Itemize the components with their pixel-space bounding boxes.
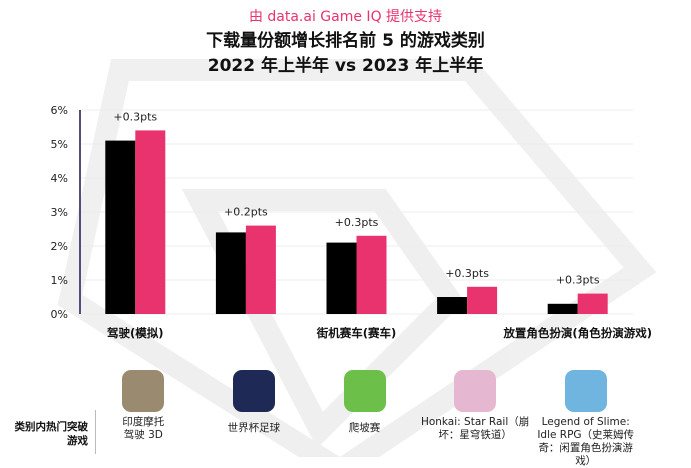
bar-2022 xyxy=(215,232,246,314)
y-tick-label: 3% xyxy=(51,206,68,219)
y-tick-label: 5% xyxy=(51,138,68,151)
app-item: 印度摩托 驾驶 3D xyxy=(88,370,198,442)
bar-2022 xyxy=(105,140,136,314)
x-category-label: 街机赛车(赛车) xyxy=(316,326,397,340)
app-item: Legend of Slime: Idle RPG（史莱姆传奇：闲置角色扮演游戏… xyxy=(531,370,641,468)
x-category-label: 驾驶(模拟) xyxy=(106,326,164,340)
app-item: 爬坡赛 xyxy=(310,370,420,435)
indian-bike-driving-icon xyxy=(122,370,165,412)
chart-title-period: 2022 年上半年 vs 2023 年上半年 xyxy=(207,56,484,76)
app-item: Honkai: Star Rail（崩坏：星穹铁道） xyxy=(420,370,530,442)
bar-2023 xyxy=(245,225,276,314)
bar-2022 xyxy=(437,297,468,314)
y-tick-label: 4% xyxy=(51,172,68,185)
y-tick-label: 2% xyxy=(51,240,68,253)
honkai-star-rail-icon xyxy=(454,370,497,412)
fifa-icon xyxy=(232,370,275,412)
y-tick-label: 0% xyxy=(51,308,68,321)
x-category-label: 放置角色扮演(角色扮演游戏) xyxy=(502,326,652,340)
delta-label: +0.3pts xyxy=(335,216,379,229)
y-tick-label: 6% xyxy=(51,104,68,117)
divider xyxy=(95,410,96,454)
app-name: 爬坡赛 xyxy=(348,422,381,434)
subtitle: 由 data.ai Game IQ 提供支持 xyxy=(248,9,443,25)
y-tick-label: 1% xyxy=(51,274,68,287)
delta-label: +0.3pts xyxy=(113,110,157,123)
bar-2022 xyxy=(547,303,578,314)
bar-2023 xyxy=(577,293,608,314)
delta-label: +0.3pts xyxy=(556,274,600,287)
legend-of-slime-icon xyxy=(564,370,607,412)
app-item: 世界杯足球 xyxy=(199,370,309,435)
delta-label: +0.2pts xyxy=(224,206,268,219)
app-name: 印度摩托 驾驶 3D xyxy=(122,416,165,441)
bar-2023 xyxy=(135,130,166,314)
app-name: 世界杯足球 xyxy=(227,422,281,434)
chart-title: 下载量份额增长排名前 5 的游戏类别 xyxy=(206,31,485,51)
app-name: Legend of Slime: Idle RPG（史莱姆传奇：闲置角色扮演游戏… xyxy=(537,416,635,467)
delta-label: +0.3pts xyxy=(445,267,489,280)
apps-row-label: 类别内热门突破游戏 xyxy=(14,421,89,447)
bar-2023 xyxy=(467,286,498,314)
hill-climb-racing-icon xyxy=(343,370,386,412)
bar-2023 xyxy=(356,235,387,314)
bar-2022 xyxy=(326,242,357,314)
bar-chart: 0% 1% 2% 3% 4% 5% 6% +0.3pts 驾驶(模拟) +0.2pts +0.3pt… xyxy=(51,59,657,457)
app-name: Honkai: Star Rail（崩坏：星穹铁道） xyxy=(420,416,530,441)
